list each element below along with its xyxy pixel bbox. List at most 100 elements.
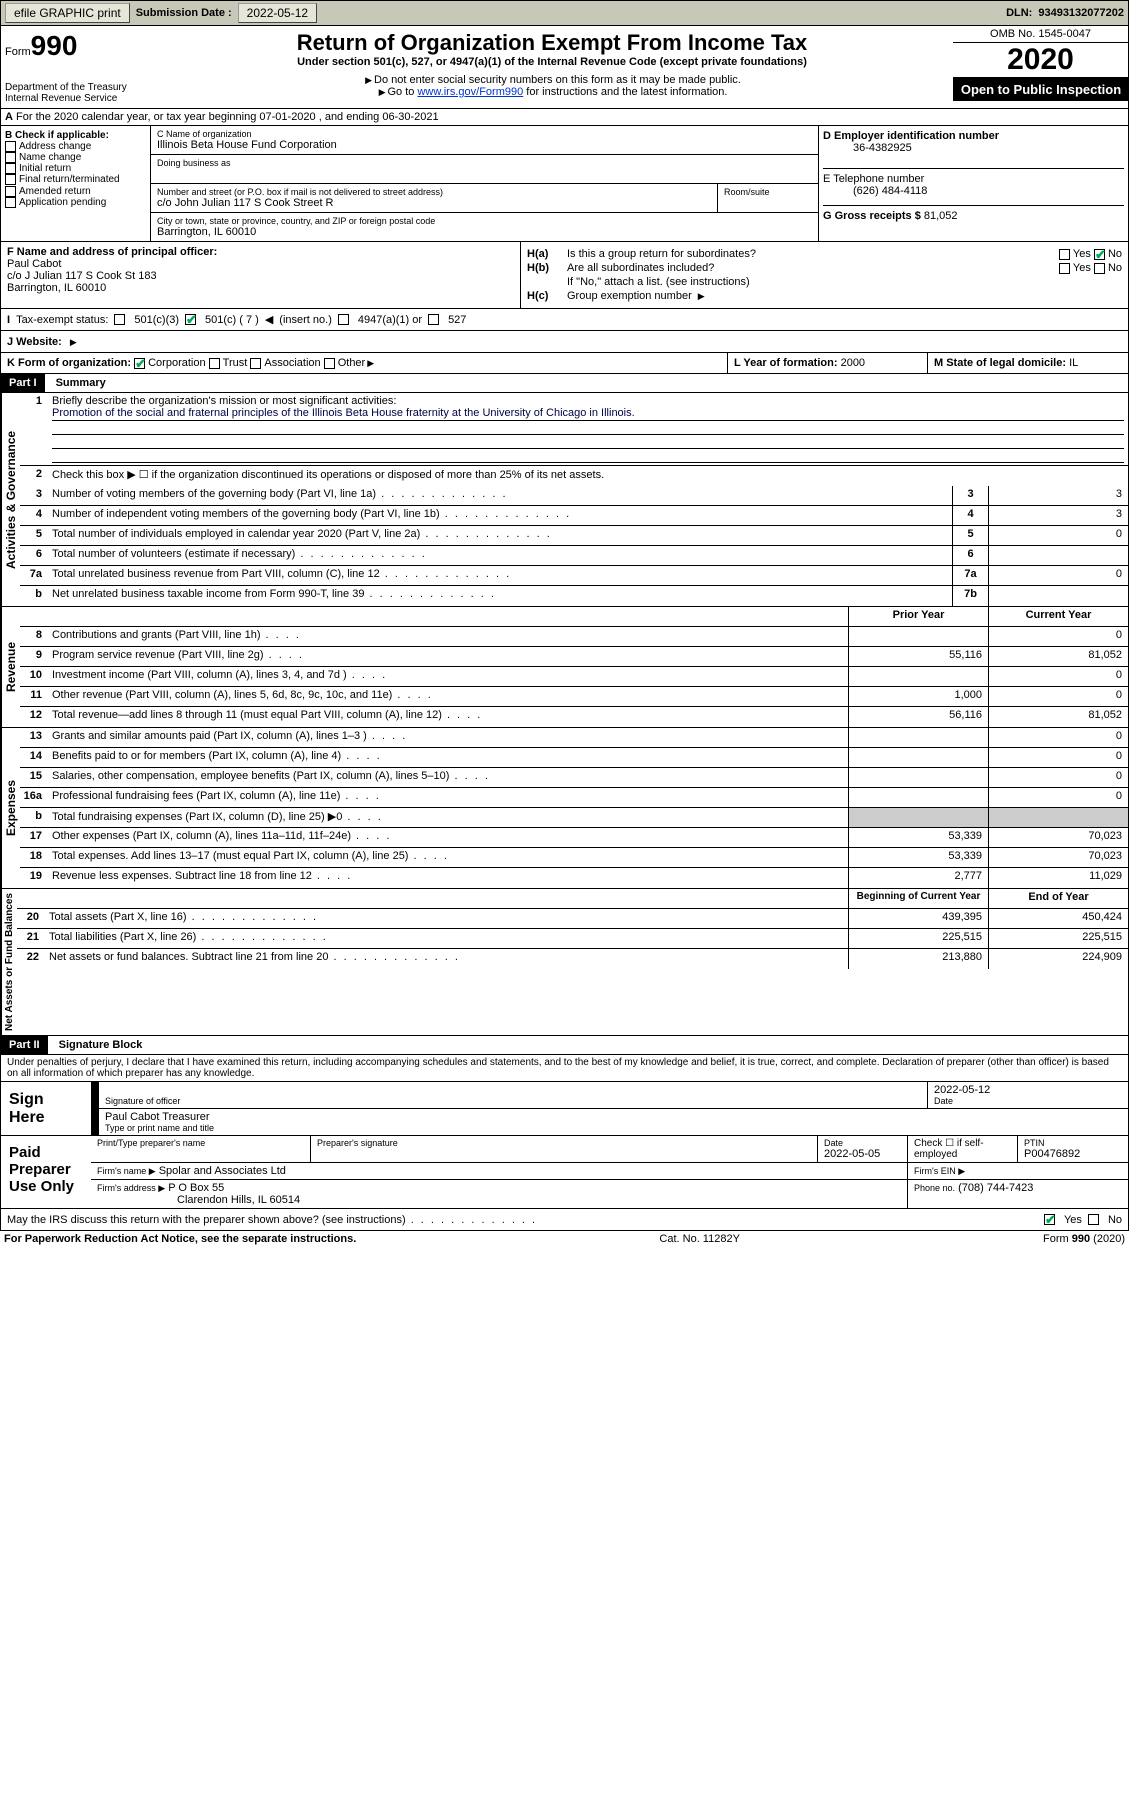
line-row: 16aProfessional fundraising fees (Part I…	[20, 788, 1128, 808]
activities-governance-section: Activities & Governance 1 Briefly descri…	[0, 393, 1129, 607]
line-row: 20Total assets (Part X, line 16)439,3954…	[17, 909, 1128, 929]
row-i-tax-status: ITax-exempt status: 501(c)(3) 501(c) ( 7…	[0, 309, 1129, 331]
form990-link[interactable]: www.irs.gov/Form990	[417, 86, 523, 98]
year-formation-label: L Year of formation:	[734, 357, 838, 369]
cb-label-2: Initial return	[19, 163, 71, 174]
officer-group-row: F Name and address of principal officer:…	[0, 242, 1129, 309]
firm-addr1: P O Box 55	[168, 1182, 224, 1194]
officer-label: F Name and address of principal officer:	[7, 246, 217, 258]
line-row: 12Total revenue—add lines 8 through 11 (…	[20, 707, 1128, 727]
col-begin-year: Beginning of Current Year	[848, 889, 988, 908]
cb-other-org[interactable]	[324, 358, 335, 369]
cb-label-3: Final return/terminated	[19, 175, 120, 186]
year-formation-value: 2000	[841, 357, 865, 369]
line-row: 17Other expenses (Part IX, column (A), l…	[20, 828, 1128, 848]
line-row: 4Number of independent voting members of…	[20, 506, 1128, 526]
footer-catno: Cat. No. 11282Y	[659, 1233, 740, 1245]
col-end-year: End of Year	[988, 889, 1128, 908]
cb-4947[interactable]	[338, 314, 349, 325]
checkbox-address-change[interactable]	[5, 141, 16, 152]
officer-name: Paul Cabot	[7, 258, 514, 270]
line-row: 11Other revenue (Part VIII, column (A), …	[20, 687, 1128, 707]
hb-label: Are all subordinates included?	[567, 262, 1055, 274]
checkbox-name-change[interactable]	[5, 152, 16, 163]
cb-501c3[interactable]	[114, 314, 125, 325]
phone-label-e: E Telephone number	[823, 173, 1124, 185]
ptin-label: PTIN	[1024, 1138, 1122, 1148]
discuss-row: May the IRS discuss this return with the…	[0, 1209, 1129, 1231]
top-bar: efile GRAPHIC print Submission Date : 20…	[0, 0, 1129, 26]
dln-label: DLN:	[1006, 7, 1032, 19]
checkbox-final-return[interactable]	[5, 174, 16, 185]
checkbox-app-pending[interactable]	[5, 197, 16, 208]
dept-treasury: Department of the Treasury Internal Reve…	[5, 82, 147, 104]
line-row: 9Program service revenue (Part VIII, lin…	[20, 647, 1128, 667]
ha-no[interactable]	[1094, 249, 1105, 260]
phone-value-e: (626) 484-4118	[823, 185, 1124, 197]
checkbox-amended[interactable]	[5, 186, 16, 197]
cb-assoc[interactable]	[250, 358, 261, 369]
sign-arrow-icon	[91, 1082, 99, 1135]
cb-label-5: Application pending	[19, 197, 106, 208]
note-goto-post: for instructions and the latest informat…	[523, 86, 727, 98]
net-assets-section: Net Assets or Fund Balances Beginning of…	[0, 889, 1129, 1036]
side-net-assets: Net Assets or Fund Balances	[1, 889, 17, 1035]
city-label: City or town, state or province, country…	[157, 216, 812, 226]
cb-label-1: Name change	[19, 152, 81, 163]
org-name-label: C Name of organization	[157, 129, 812, 139]
revenue-section: Revenue Prior Year Current Year 8Contrib…	[0, 607, 1129, 728]
box-b-checkboxes: B Check if applicable: Address change Na…	[1, 126, 151, 241]
opt-501c: 501(c) ( 7 )	[205, 314, 259, 326]
ha-label: Is this a group return for subordinates?	[567, 248, 1055, 260]
tax-status-label: Tax-exempt status:	[16, 314, 108, 326]
hb-yes[interactable]	[1059, 263, 1070, 274]
ein-label: D Employer identification number	[823, 130, 999, 142]
sign-here-block: Sign Here Signature of officer 2022-05-1…	[0, 1082, 1129, 1136]
line-row: 21Total liabilities (Part X, line 26)225…	[17, 929, 1128, 949]
prep-name-label: Print/Type preparer's name	[97, 1138, 304, 1148]
cb-527[interactable]	[428, 314, 439, 325]
form-number: 990	[31, 30, 78, 61]
opt-insert: (insert no.)	[279, 314, 332, 326]
cb-501c[interactable]	[185, 314, 196, 325]
sig-date-label: Date	[934, 1096, 1122, 1106]
opt-4947: 4947(a)(1) or	[358, 314, 422, 326]
row-j-website: J Website:	[0, 331, 1129, 353]
discuss-no[interactable]	[1088, 1214, 1099, 1225]
line-row: 19Revenue less expenses. Subtract line 1…	[20, 868, 1128, 888]
firm-phone-value: (708) 744-7423	[958, 1182, 1033, 1194]
footer-paperwork: For Paperwork Reduction Act Notice, see …	[4, 1233, 356, 1245]
row-klm: K Form of organization: Corporation Trus…	[0, 353, 1129, 374]
discuss-label: May the IRS discuss this return with the…	[7, 1214, 537, 1226]
opt-501c3: 501(c)(3)	[134, 314, 179, 326]
ha-yes[interactable]	[1059, 249, 1070, 260]
city-state-zip: Barrington, IL 60010	[157, 226, 812, 238]
efile-print-button[interactable]: efile GRAPHIC print	[5, 3, 130, 23]
hb-no[interactable]	[1094, 263, 1105, 274]
form-org-label: K Form of organization:	[7, 357, 131, 369]
line-row: 7aTotal unrelated business revenue from …	[20, 566, 1128, 586]
page-footer: For Paperwork Reduction Act Notice, see …	[0, 1231, 1129, 1247]
opt-trust: Trust	[223, 357, 248, 369]
cb-corp[interactable]	[134, 358, 145, 369]
checkbox-initial-return[interactable]	[5, 163, 16, 174]
opt-other: Other	[338, 357, 366, 369]
cb-trust[interactable]	[209, 358, 220, 369]
line-row: 22Net assets or fund balances. Subtract …	[17, 949, 1128, 969]
note-ssn: Do not enter social security numbers on …	[374, 74, 741, 86]
side-revenue: Revenue	[1, 607, 20, 727]
submission-date-value: 2022-05-12	[238, 3, 317, 23]
entity-info-grid: B Check if applicable: Address change Na…	[0, 126, 1129, 242]
firm-phone-label: Phone no.	[914, 1183, 955, 1193]
line-row: 5Total number of individuals employed in…	[20, 526, 1128, 546]
discuss-yes[interactable]	[1044, 1214, 1055, 1225]
firm-addr2: Clarendon Hills, IL 60514	[97, 1194, 901, 1206]
cb-label-4: Amended return	[19, 186, 91, 197]
gross-receipts-label: G Gross receipts $	[823, 210, 921, 222]
hb-note: If "No," attach a list. (see instruction…	[527, 276, 1122, 288]
tax-year: 2020	[953, 43, 1128, 78]
part2-header-row: Part II Signature Block	[0, 1036, 1129, 1055]
officer-name-title: Paul Cabot Treasurer	[105, 1111, 1122, 1123]
cb-label-0: Address change	[19, 141, 91, 152]
col-current-year: Current Year	[988, 607, 1128, 626]
